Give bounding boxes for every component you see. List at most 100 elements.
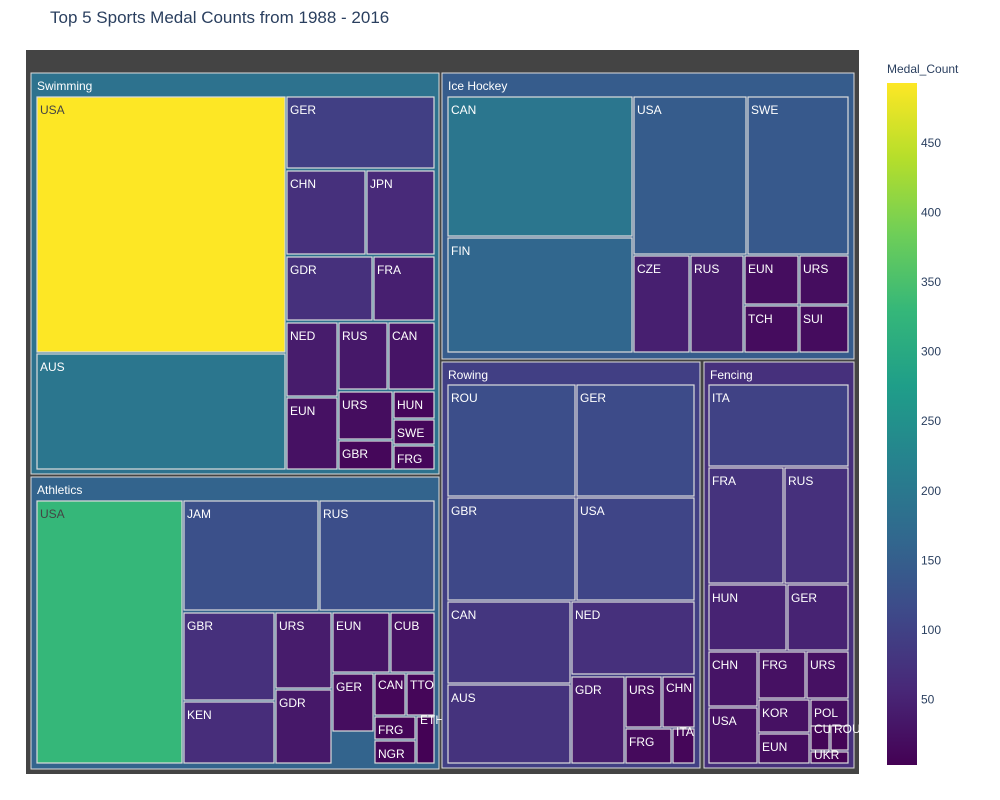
tile-rect[interactable] xyxy=(332,612,390,673)
tile-rowing-ita[interactable]: ITA xyxy=(672,725,695,764)
tile-rect[interactable] xyxy=(787,584,849,651)
tile-athletics-eth[interactable]: ETH xyxy=(416,713,444,764)
tile-rowing-gdr[interactable]: GDR xyxy=(571,676,625,764)
tile-swimming-chn[interactable]: CHN xyxy=(286,170,366,255)
tile-fencing-hun[interactable]: HUN xyxy=(708,584,787,651)
tile-rect[interactable] xyxy=(708,384,849,467)
tile-rect[interactable] xyxy=(183,612,275,701)
tile-swimming-usa[interactable]: USA xyxy=(36,96,286,353)
tile-rect[interactable] xyxy=(662,676,695,728)
tile-swimming-aus[interactable]: AUS xyxy=(36,353,286,470)
tile-swimming-urs[interactable]: URS xyxy=(338,391,393,440)
tile-athletics-jam[interactable]: JAM xyxy=(183,500,319,611)
tile-athletics-ken[interactable]: KEN xyxy=(183,701,275,764)
tile-rect[interactable] xyxy=(319,500,435,611)
tile-swimming-rus[interactable]: RUS xyxy=(338,322,388,390)
tile-rect[interactable] xyxy=(374,673,406,716)
tile-athletics-rus[interactable]: RUS xyxy=(319,500,435,611)
tile-rect[interactable] xyxy=(286,322,338,397)
tile-rowing-urs[interactable]: URS xyxy=(625,676,662,728)
tile-rect[interactable] xyxy=(373,256,435,321)
tile-rect[interactable] xyxy=(672,728,695,764)
group-swimming[interactable]: Swimming USA AUS GER CHN JPN GDR FRA NED RUS CAN EU… xyxy=(30,72,440,475)
tile-rowing-frg[interactable]: FRG xyxy=(625,728,672,764)
tile-athletics-gbr[interactable]: GBR xyxy=(183,612,275,701)
tile-rect[interactable] xyxy=(744,255,799,305)
tile-ice-hockey-tch[interactable]: TCH xyxy=(744,305,799,353)
tile-rect[interactable] xyxy=(275,689,332,764)
tile-rowing-gbr[interactable]: GBR xyxy=(447,497,576,601)
tile-rect[interactable] xyxy=(799,305,849,353)
tile-athletics-ngr[interactable]: NGR xyxy=(374,740,416,764)
tile-rect[interactable] xyxy=(286,397,338,470)
tile-rect[interactable] xyxy=(374,716,416,740)
tile-fencing-kor[interactable]: KOR xyxy=(758,699,810,733)
tile-fencing-ukr[interactable]: UKR xyxy=(810,748,849,764)
tile-athletics-eun[interactable]: EUN xyxy=(332,612,390,673)
tile-rect[interactable] xyxy=(332,673,374,732)
tile-rect[interactable] xyxy=(183,701,275,764)
tile-fencing-ger[interactable]: GER xyxy=(787,584,849,651)
tile-rect[interactable] xyxy=(393,419,435,445)
tile-rect[interactable] xyxy=(447,237,633,353)
group-fencing[interactable]: Fencing ITA FRA RUS HUN GER CHN FRG URS USA KOR POL… xyxy=(703,361,861,769)
tile-rect[interactable] xyxy=(447,684,571,764)
tile-rect[interactable] xyxy=(447,497,576,601)
tile-rect[interactable] xyxy=(36,96,286,353)
tile-athletics-urs[interactable]: URS xyxy=(275,612,332,689)
tile-rect[interactable] xyxy=(447,601,571,684)
tile-rect[interactable] xyxy=(416,716,435,764)
tile-fencing-ita[interactable]: ITA xyxy=(708,384,849,467)
tile-rect[interactable] xyxy=(830,725,849,751)
tile-ice-hockey-sui[interactable]: SUI xyxy=(799,305,849,353)
tile-rect[interactable] xyxy=(338,322,388,390)
tile-rect[interactable] xyxy=(633,255,690,353)
tile-swimming-gdr[interactable]: GDR xyxy=(286,256,373,321)
tile-rect[interactable] xyxy=(625,728,672,764)
tile-athletics-tto[interactable]: TTO xyxy=(406,673,435,716)
tile-rect[interactable] xyxy=(390,612,435,673)
tile-rect[interactable] xyxy=(366,170,435,255)
tile-fencing-rou[interactable]: ROU xyxy=(830,722,861,751)
tile-fencing-rus[interactable]: RUS xyxy=(784,467,849,584)
tile-rect[interactable] xyxy=(338,440,393,470)
tile-rect[interactable] xyxy=(447,384,576,497)
tile-rowing-usa[interactable]: USA xyxy=(576,497,695,601)
tile-rect[interactable] xyxy=(576,384,695,497)
tile-rect[interactable] xyxy=(36,500,183,764)
tile-rect[interactable] xyxy=(447,96,633,237)
group-ice-hockey[interactable]: Ice Hockey CAN FIN USA SWE CZE RUS EUN URS TCH SUI xyxy=(441,72,855,360)
tile-athletics-frg[interactable]: FRG xyxy=(374,716,416,740)
tile-rect[interactable] xyxy=(388,322,435,390)
tile-rect[interactable] xyxy=(708,651,758,707)
tile-rect[interactable] xyxy=(758,651,806,699)
tile-rect[interactable] xyxy=(571,676,625,764)
tile-ice-hockey-cze[interactable]: CZE xyxy=(633,255,690,353)
tile-rect[interactable] xyxy=(286,96,435,169)
tile-rect[interactable] xyxy=(708,467,784,584)
tile-ice-hockey-fin[interactable]: FIN xyxy=(447,237,633,353)
tile-rowing-chn[interactable]: CHN xyxy=(662,676,695,728)
tile-ice-hockey-rus[interactable]: RUS xyxy=(690,255,744,353)
tile-rect[interactable] xyxy=(374,740,416,764)
tile-rect[interactable] xyxy=(708,584,787,651)
tile-ice-hockey-urs[interactable]: URS xyxy=(799,255,849,305)
tile-rect[interactable] xyxy=(625,676,662,728)
tile-rect[interactable] xyxy=(571,601,695,675)
tile-rect[interactable] xyxy=(758,733,810,764)
tile-swimming-can[interactable]: CAN xyxy=(388,322,435,390)
tile-rect[interactable] xyxy=(286,256,373,321)
tile-swimming-eun[interactable]: EUN xyxy=(286,397,338,470)
tile-ice-hockey-swe[interactable]: SWE xyxy=(747,96,849,255)
tile-swimming-ger[interactable]: GER xyxy=(286,96,435,169)
tile-rect[interactable] xyxy=(36,353,286,470)
tile-fencing-frg[interactable]: FRG xyxy=(758,651,806,699)
tile-swimming-fra[interactable]: FRA xyxy=(373,256,435,321)
tile-swimming-jpn[interactable]: JPN xyxy=(366,170,435,255)
tile-rect[interactable] xyxy=(799,255,849,305)
tile-rect[interactable] xyxy=(810,751,849,764)
tile-swimming-swe[interactable]: SWE xyxy=(393,419,435,445)
tile-fencing-urs[interactable]: URS xyxy=(806,651,849,699)
tile-swimming-frg[interactable]: FRG xyxy=(393,445,435,470)
tile-rowing-ned[interactable]: NED xyxy=(571,601,695,675)
